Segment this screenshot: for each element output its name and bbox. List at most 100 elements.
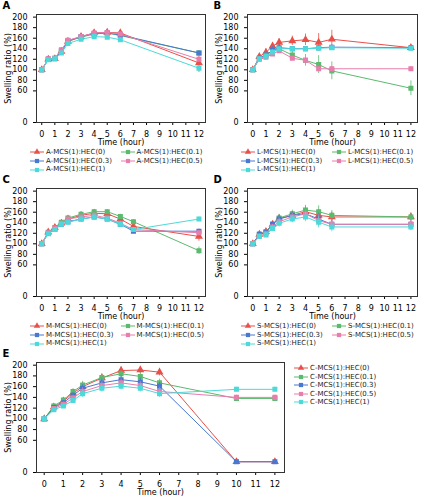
svg-text:120: 120: [223, 55, 238, 64]
svg-text:100: 100: [12, 239, 27, 248]
svg-text:120: 120: [12, 229, 27, 238]
svg-text:60: 60: [17, 436, 27, 445]
svg-text:10: 10: [379, 130, 389, 139]
svg-text:Time (hour): Time (hour): [308, 138, 356, 147]
svg-text:12: 12: [406, 304, 416, 313]
svg-text:A: A: [3, 0, 11, 11]
svg-text:Time (hour): Time (hour): [308, 312, 356, 321]
svg-text:100: 100: [223, 239, 238, 248]
svg-text:10: 10: [168, 304, 178, 313]
svg-text:160: 160: [12, 34, 27, 43]
svg-text:1: 1: [61, 480, 66, 489]
svg-text:9: 9: [215, 480, 220, 489]
svg-text:80: 80: [228, 250, 238, 259]
svg-text:4: 4: [92, 130, 97, 139]
svg-text:11: 11: [181, 130, 191, 139]
svg-text:11: 11: [251, 480, 261, 489]
svg-text:8: 8: [356, 130, 361, 139]
svg-text:Time (hour): Time (hour): [97, 138, 145, 147]
svg-text:4: 4: [303, 130, 308, 139]
svg-text:10: 10: [231, 480, 241, 489]
svg-text:8: 8: [144, 130, 149, 139]
svg-text:8: 8: [195, 480, 200, 489]
svg-text:140: 140: [223, 44, 238, 53]
svg-text:12: 12: [406, 130, 416, 139]
svg-text:3: 3: [99, 480, 104, 489]
svg-text:Swelling ratio (%): Swelling ratio (%): [4, 33, 13, 104]
svg-text:9: 9: [157, 304, 162, 313]
svg-text:Swelling ratio (%): Swelling ratio (%): [215, 207, 224, 278]
svg-text:80: 80: [228, 76, 238, 85]
svg-text:180: 180: [12, 23, 27, 32]
svg-text:60: 60: [17, 86, 27, 95]
svg-text:0: 0: [39, 304, 44, 313]
svg-text:200: 200: [12, 187, 27, 196]
svg-text:0: 0: [233, 292, 238, 301]
svg-text:0: 0: [39, 130, 44, 139]
svg-text:160: 160: [223, 208, 238, 217]
svg-text:Swelling ratio (%): Swelling ratio (%): [4, 382, 13, 453]
svg-text:9: 9: [157, 130, 162, 139]
svg-text:12: 12: [270, 480, 280, 489]
svg-text:10: 10: [168, 130, 178, 139]
svg-text:D: D: [214, 174, 222, 185]
svg-text:160: 160: [223, 34, 238, 43]
svg-text:60: 60: [17, 260, 27, 269]
svg-text:140: 140: [12, 393, 27, 402]
svg-text:2: 2: [277, 130, 282, 139]
svg-text:2: 2: [80, 480, 85, 489]
svg-text:100: 100: [12, 65, 27, 74]
svg-text:B: B: [214, 0, 222, 11]
svg-text:12: 12: [194, 130, 204, 139]
svg-text:2: 2: [65, 130, 70, 139]
svg-text:E: E: [3, 348, 10, 359]
svg-text:200: 200: [223, 187, 238, 196]
svg-text:180: 180: [223, 197, 238, 206]
svg-text:4: 4: [92, 304, 97, 313]
svg-text:140: 140: [12, 44, 27, 53]
svg-text:60: 60: [228, 260, 238, 269]
svg-text:2: 2: [277, 304, 282, 313]
svg-text:3: 3: [290, 130, 295, 139]
svg-text:80: 80: [17, 425, 27, 434]
svg-text:11: 11: [393, 304, 403, 313]
svg-text:1: 1: [263, 130, 268, 139]
svg-text:10: 10: [379, 304, 389, 313]
svg-text:9: 9: [369, 304, 374, 313]
svg-text:2: 2: [65, 304, 70, 313]
svg-text:C: C: [3, 174, 10, 185]
svg-text:12: 12: [194, 304, 204, 313]
svg-text:80: 80: [17, 76, 27, 85]
svg-text:3: 3: [290, 304, 295, 313]
svg-text:0: 0: [22, 118, 27, 127]
svg-text:180: 180: [12, 371, 27, 380]
svg-text:1: 1: [263, 304, 268, 313]
svg-text:11: 11: [393, 130, 403, 139]
svg-text:160: 160: [12, 208, 27, 217]
svg-text:120: 120: [223, 229, 238, 238]
svg-text:4: 4: [119, 480, 124, 489]
svg-text:160: 160: [12, 382, 27, 391]
svg-text:100: 100: [12, 414, 27, 423]
svg-text:60: 60: [228, 86, 238, 95]
svg-text:Time (hour): Time (hour): [136, 488, 184, 497]
svg-text:200: 200: [223, 13, 238, 22]
svg-text:1: 1: [52, 304, 57, 313]
svg-text:0: 0: [233, 118, 238, 127]
svg-text:0: 0: [250, 130, 255, 139]
svg-text:120: 120: [12, 55, 27, 64]
svg-text:11: 11: [181, 304, 191, 313]
svg-text:80: 80: [17, 250, 27, 259]
svg-text:180: 180: [12, 197, 27, 206]
svg-text:3: 3: [78, 304, 83, 313]
svg-text:Swelling ratio (%): Swelling ratio (%): [215, 33, 224, 104]
svg-text:0: 0: [22, 292, 27, 301]
svg-text:4: 4: [303, 304, 308, 313]
svg-text:Time (hour): Time (hour): [97, 312, 145, 321]
svg-text:3: 3: [78, 130, 83, 139]
svg-text:9: 9: [369, 130, 374, 139]
svg-text:140: 140: [12, 218, 27, 227]
svg-text:180: 180: [223, 23, 238, 32]
svg-text:100: 100: [223, 65, 238, 74]
svg-text:0: 0: [22, 468, 27, 477]
